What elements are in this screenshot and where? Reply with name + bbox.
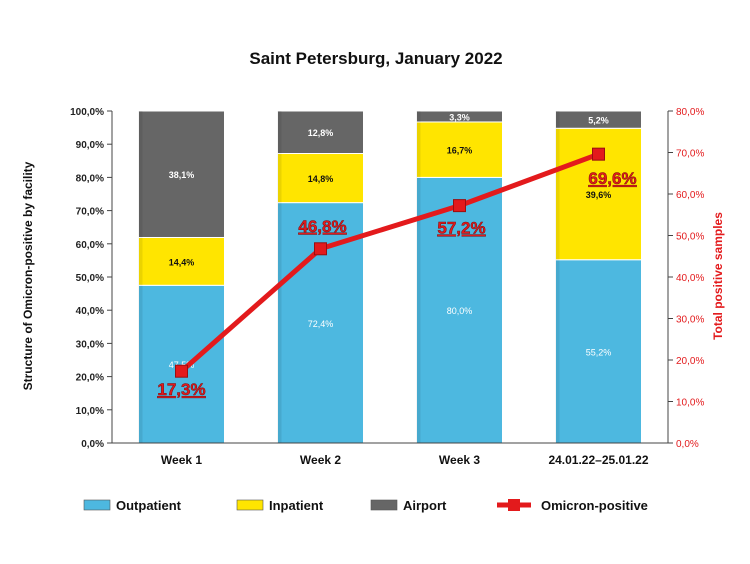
bar-shade-outpatient-1: [138, 285, 143, 443]
left-tick-label: 20,0%: [76, 373, 104, 384]
bar-airport-1: [138, 110, 225, 238]
data-label-airport-3: 3,3%: [449, 112, 470, 122]
data-label-outpatient-4: 55,2%: [586, 347, 612, 357]
bar-shade-inpatient-3: [416, 121, 421, 178]
bar-outpatient-1: [138, 284, 225, 444]
bar-shade-inpatient-2: [277, 153, 282, 203]
left-tick-label: 0,0%: [81, 439, 104, 450]
legend-label-outpatient: Outpatient: [116, 498, 182, 513]
data-label-omicron-positive-3: 57,2%: [437, 219, 485, 238]
data-label-inpatient-4: 39,6%: [586, 190, 612, 200]
data-label-airport-4: 5,2%: [588, 116, 609, 126]
category-label-4: 24.01.22–25.01.22: [548, 453, 648, 467]
legend-marker-omicron-positive: [508, 499, 520, 511]
data-label-inpatient-3: 16,7%: [447, 146, 473, 156]
data-label-omicron-positive-2: 46,8%: [298, 217, 346, 236]
right-tick-label: 80,0%: [676, 107, 704, 118]
bar-shade-airport-1: [138, 111, 143, 238]
bar-inpatient-3: [416, 121, 503, 178]
bars-layer: 47,5%14,4%38,1%72,4%14,8%12,8%80,0%16,7%…: [138, 110, 642, 444]
left-tick-label: 10,0%: [76, 406, 104, 417]
axes-layer: 0,0% 10,0% 20,0% 30,0% 40,0% 50,0% 60,0% 70,0% 8…: [70, 107, 704, 467]
right-tick-label: 20,0%: [676, 356, 704, 367]
legend: Outpatient Inpatient Airport Omicron-positi…: [83, 498, 648, 513]
line-layer: 17,3% 46,8% 57,2% 69,6%: [157, 147, 637, 399]
legend-swatch-inpatient: [236, 499, 264, 511]
left-tick-label: 60,0%: [76, 240, 104, 251]
right-tick-label: 40,0%: [676, 273, 704, 284]
bar-shade-airport-2: [277, 111, 282, 154]
marker-omicron-positive-3: [453, 199, 466, 213]
right-tick-label: 50,0%: [676, 232, 704, 243]
data-label-omicron-positive-4: 69,6%: [588, 169, 636, 188]
data-label-outpatient-3: 80,0%: [447, 306, 473, 316]
marker-omicron-positive-4: [592, 147, 605, 161]
bar-airport-4: [555, 110, 642, 129]
marker-omicron-positive-1: [175, 364, 188, 378]
data-label-inpatient-2: 14,8%: [308, 174, 334, 184]
bar-shade-airport-3: [416, 111, 421, 122]
marker-omicron-positive-2: [314, 242, 327, 256]
legend-label-omicron-positive: Omicron-positive: [541, 498, 648, 513]
data-label-omicron-positive-1: 17,3%: [157, 380, 205, 399]
legend-swatch-outpatient: [83, 499, 111, 511]
category-label-3: Week 3: [439, 453, 480, 467]
right-tick-label: 70,0%: [676, 149, 704, 160]
right-tick-label: 60,0%: [676, 190, 704, 201]
bar-outpatient-4: [555, 259, 642, 444]
data-label-outpatient-2: 72,4%: [308, 319, 334, 329]
right-tick-label: 10,0%: [676, 398, 704, 409]
right-tick-label: 0,0%: [676, 439, 699, 450]
left-tick-label: 70,0%: [76, 207, 104, 218]
bar-shade-outpatient-4: [555, 259, 560, 443]
bar-airport-3: [416, 110, 503, 123]
data-label-airport-2: 12,8%: [308, 128, 334, 138]
bar-airport-2: [277, 110, 364, 154]
data-label-airport-1: 38,1%: [169, 170, 195, 180]
bar-shade-airport-4: [555, 111, 560, 129]
category-label-1: Week 1: [161, 453, 202, 467]
bar-inpatient-1: [138, 236, 225, 286]
left-tick-label: 80,0%: [76, 173, 104, 184]
bar-shade-outpatient-2: [277, 202, 282, 443]
data-label-inpatient-1: 14,4%: [169, 257, 195, 267]
line-omicron-positive: [179, 151, 600, 374]
bar-shade-outpatient-3: [416, 177, 421, 443]
bar-shade-inpatient-1: [138, 237, 143, 286]
bar-shade-inpatient-4: [555, 128, 560, 260]
category-label-2: Week 2: [300, 453, 341, 467]
left-axis-label: Structure of Omicron-positive by facilit…: [21, 161, 35, 390]
left-tick-label: 90,0%: [76, 140, 104, 151]
right-tick-label: 30,0%: [676, 315, 704, 326]
right-axis-label: Total positive samples: [711, 212, 725, 340]
legend-label-airport: Airport: [403, 498, 447, 513]
left-tick-label: 50,0%: [76, 273, 104, 284]
left-tick-label: 40,0%: [76, 306, 104, 317]
left-tick-label: 100,0%: [70, 107, 104, 118]
legend-swatch-airport: [370, 499, 398, 511]
left-tick-label: 30,0%: [76, 339, 104, 350]
bar-inpatient-2: [277, 152, 364, 204]
chart-title: Saint Petersburg, January 2022: [249, 49, 502, 68]
legend-label-inpatient: Inpatient: [269, 498, 324, 513]
